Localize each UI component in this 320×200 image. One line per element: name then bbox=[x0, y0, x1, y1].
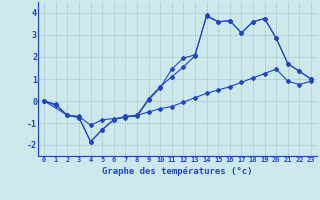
X-axis label: Graphe des températures (°c): Graphe des températures (°c) bbox=[102, 166, 253, 176]
